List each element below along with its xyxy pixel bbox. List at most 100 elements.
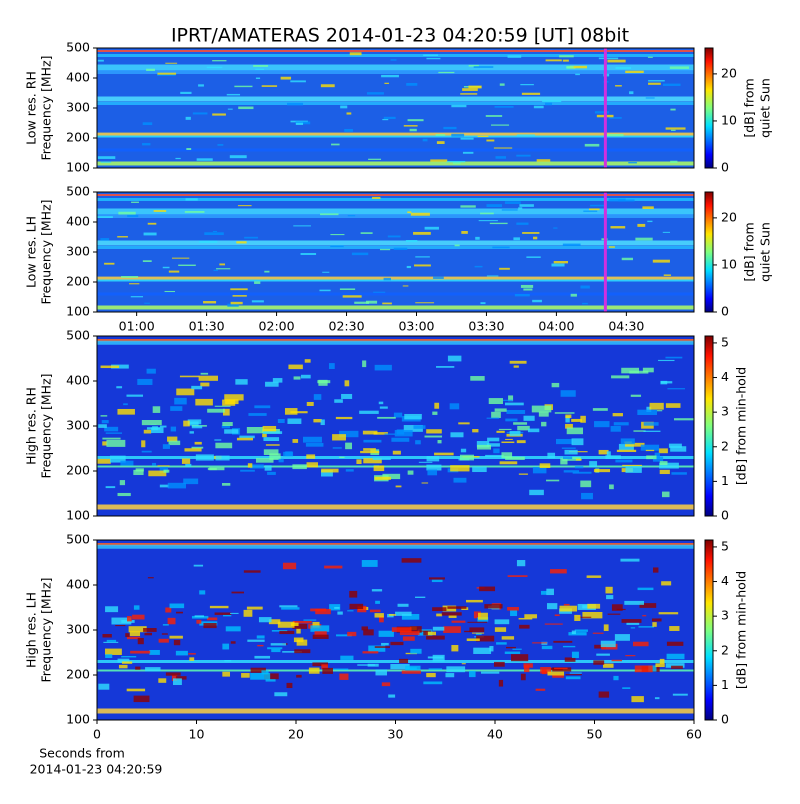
spectrogram-texture xyxy=(551,382,560,388)
spectrogram-texture xyxy=(164,290,176,293)
spectrogram-texture xyxy=(320,213,339,216)
spectrogram-texture xyxy=(359,410,379,414)
spectrogram-texture xyxy=(618,199,635,202)
spectrogram-texture xyxy=(213,269,219,272)
spectrogram-texture xyxy=(142,122,153,126)
spectrogram-texture xyxy=(632,641,649,647)
spectrogram-texture xyxy=(324,565,343,569)
spectrogram-texture xyxy=(513,422,528,425)
spectrogram-texture xyxy=(506,646,516,649)
spectrogram-texture xyxy=(339,430,359,438)
spectrogram-texture xyxy=(152,406,161,413)
spectrogram-texture xyxy=(523,665,530,673)
spectrogram-texture xyxy=(615,459,633,463)
spectrogram-texture xyxy=(594,111,610,114)
spectrogram-texture xyxy=(437,439,442,444)
spectrogram-texture xyxy=(371,589,383,592)
spectrogram-texture xyxy=(191,446,204,449)
spectrogram-texture xyxy=(369,609,381,613)
spectrogram-texture xyxy=(169,635,183,639)
spectrogram-band xyxy=(97,305,694,310)
colorbar-tick-label: 5 xyxy=(721,334,729,349)
spectrogram-texture xyxy=(570,293,577,297)
colorbar-label: [dB] from xyxy=(742,222,757,281)
spectrogram-texture xyxy=(392,450,401,455)
spectrogram-band xyxy=(97,276,694,280)
spectrogram-band xyxy=(97,208,694,215)
spectrogram-texture xyxy=(367,92,384,95)
spectrogram-texture xyxy=(295,122,304,125)
spectrogram-texture xyxy=(254,281,261,284)
spectrogram-texture xyxy=(169,603,185,609)
spectrogram-texture xyxy=(406,265,411,269)
spectrogram-texture xyxy=(536,159,551,162)
spectrogram-texture xyxy=(126,636,141,640)
spectrogram-texture xyxy=(246,606,263,610)
spectrogram-texture xyxy=(629,91,634,95)
spectrogram-texture xyxy=(499,83,505,86)
spectrogram-texture xyxy=(610,226,626,229)
spectrogram-texture xyxy=(199,590,206,595)
spectrogram-texture xyxy=(666,641,684,646)
spectrogram-texture xyxy=(486,139,495,142)
spectrogram-texture xyxy=(580,480,592,488)
spectrogram-texture xyxy=(607,59,626,63)
spectrogram-texture xyxy=(638,626,655,628)
spectrogram-texture xyxy=(310,625,330,632)
spectrogram-texture xyxy=(571,630,576,635)
spectrogram-texture xyxy=(362,360,367,368)
spectrogram-texture xyxy=(144,302,150,304)
spectrogram-texture xyxy=(193,564,204,567)
spectrogram-texture xyxy=(533,105,544,109)
spectrogram-texture xyxy=(230,301,243,305)
spectrogram-texture xyxy=(401,670,421,674)
spectrogram-texture xyxy=(562,645,576,648)
spectrogram-band xyxy=(97,214,694,218)
spectrogram-texture xyxy=(121,620,135,623)
spectrogram-texture xyxy=(520,284,534,288)
spectrogram-texture xyxy=(575,73,580,76)
spectrogram-texture xyxy=(387,235,401,238)
spectrogram-texture xyxy=(383,277,391,281)
spectrogram-texture xyxy=(300,253,317,255)
spectrogram-texture xyxy=(216,268,231,270)
y-axis-label: Frequency [MHz] xyxy=(39,577,54,682)
spectrogram-texture xyxy=(451,104,467,108)
spectrogram-texture xyxy=(637,587,654,591)
spectrogram-texture xyxy=(346,112,352,115)
colorbar-tick-label: 0 xyxy=(721,712,729,727)
spectrogram-texture xyxy=(492,246,510,249)
spectrogram-texture xyxy=(423,630,428,636)
spectrogram-texture xyxy=(427,469,438,476)
spectrogram-band xyxy=(97,708,694,714)
spectrogram-texture xyxy=(131,201,139,203)
spectrogram-texture xyxy=(631,696,644,703)
spectrogram-texture xyxy=(339,456,345,458)
spectrogram-band xyxy=(97,292,694,296)
spectrogram-texture xyxy=(244,236,258,239)
spectrogram-texture xyxy=(120,460,134,466)
spectrogram-texture xyxy=(613,422,629,426)
spectrogram-texture xyxy=(565,415,570,423)
spectrogram-texture xyxy=(584,143,600,147)
spectrogram-texture xyxy=(451,645,459,652)
spectrogram-texture xyxy=(200,382,210,387)
spectrogram-texture xyxy=(493,147,513,149)
spectrogram-texture xyxy=(661,581,672,586)
spectrogram-texture xyxy=(552,667,572,672)
spectrogram-texture xyxy=(222,643,230,650)
y-axis-label: Frequency [MHz] xyxy=(39,55,54,160)
spectrogram-texture xyxy=(476,635,495,642)
colorbar-tick-label: 0 xyxy=(721,508,729,523)
spectrogram-texture xyxy=(397,603,409,607)
spectrogram-texture xyxy=(341,393,353,399)
spectrogram-texture xyxy=(541,645,553,650)
spectrogram-texture xyxy=(671,129,676,131)
x-tick-label: 20 xyxy=(288,727,304,742)
spectrogram-texture xyxy=(206,66,223,69)
spectrogram-texture xyxy=(659,461,668,466)
spectrogram-texture xyxy=(470,376,485,381)
spectrogram-texture xyxy=(606,451,611,457)
spectrogram-texture xyxy=(559,55,574,58)
spectrogram-texture xyxy=(167,617,176,625)
